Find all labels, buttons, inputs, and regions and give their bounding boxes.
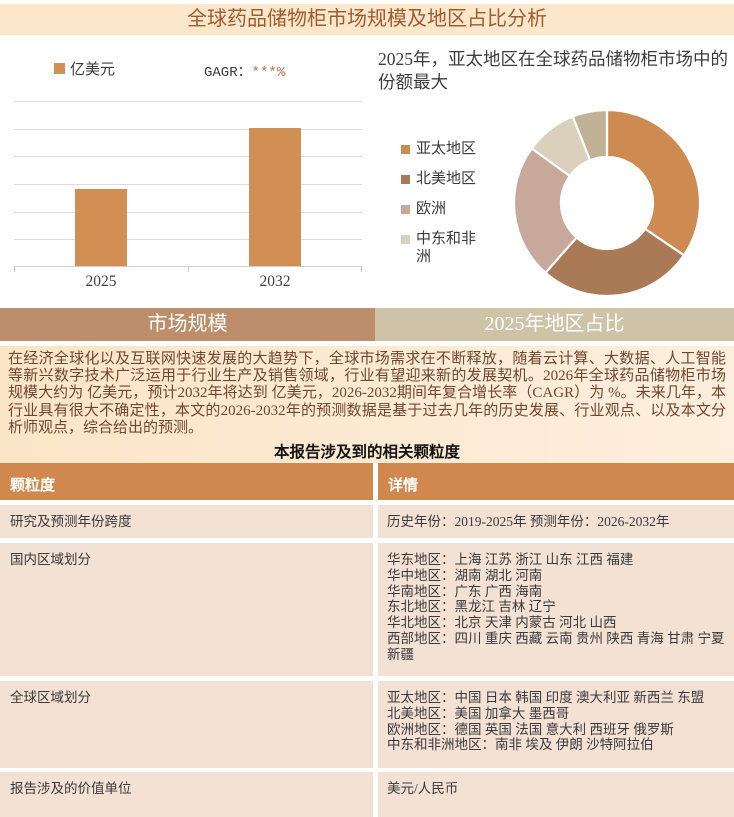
pie-legend-swatch-icon — [401, 205, 410, 214]
row-detail-line: 华南地区：广东 广西 海南 — [387, 583, 543, 599]
tab-market-size[interactable]: 市场规模 — [0, 308, 375, 341]
gridline — [14, 184, 362, 185]
bar-2032 — [249, 128, 301, 266]
donut-slice-欧洲 — [512, 146, 579, 275]
gridline — [14, 156, 362, 157]
row-detail-line: 东北地区：黑龙江 吉林 辽宁 — [387, 599, 556, 615]
x-axis-tick — [188, 267, 189, 272]
cagr-label: GAGR： — [204, 65, 252, 81]
row-detail: 亚太地区：中国 日本 韩国 印度 澳大利亚 新西兰 东盟 北美地区：美国 加拿大 … — [378, 681, 734, 768]
description-block: 在经济全球化以及互联网快速发展的大趋势下，全球市场需求在不断释放，随着云计算、大… — [0, 346, 734, 463]
cagr-value: ***% — [251, 65, 286, 81]
row-detail-line: 华东地区：上海 江苏 浙江 山东 江西 福建 — [387, 552, 634, 567]
pie-legend-swatch-icon — [401, 175, 410, 184]
row-label: 国内区域划分 — [0, 543, 373, 676]
table-row: 研究及预测年份跨度 历史年份：2019-2025年 预测年份：2026-2032年 — [0, 505, 734, 538]
bar-chart-section: 亿美元 GAGR：***% 2025 2032 — [0, 40, 375, 308]
table-header-granularity: 颗粒度 — [0, 463, 373, 500]
gridline — [14, 239, 362, 240]
gridline — [14, 212, 362, 213]
gridline — [14, 129, 362, 130]
granularity-heading: 本报告涉及到的相关颗粒度 — [273, 444, 460, 462]
bar-chart-legend: 亿美元 — [54, 60, 116, 78]
row-detail: 美元/人民币 — [378, 772, 734, 817]
x-axis-label: 2025 — [85, 273, 117, 290]
row-detail-line: 中东和非洲地区：南非 埃及 伊朗 沙特阿拉伯 — [387, 737, 654, 753]
donut-slice-other — [571, 108, 609, 162]
pie-legend-swatch-icon — [401, 235, 410, 244]
row-label: 研究及预测年份跨度 — [0, 505, 373, 538]
table-body: 研究及预测年份跨度 历史年份：2019-2025年 预测年份：2026-2032年… — [0, 505, 734, 817]
pie-legend-item: 中东和非洲 — [401, 230, 478, 266]
row-label: 全球区域划分 — [0, 681, 373, 768]
bar-2025 — [75, 189, 127, 266]
pie-legend-label: 欧洲 — [416, 201, 447, 217]
pie-legend-swatch-icon — [401, 145, 410, 154]
donut-chart — [512, 108, 702, 298]
row-detail-line: 华中地区：湖南 湖北 河南 — [387, 567, 543, 583]
row-detail-line: 北美地区：美国 加拿大 墨西哥 — [387, 705, 570, 721]
page-title: 全球药品储物柜市场规模及地区占比分析 — [0, 4, 734, 35]
pie-legend-label: 亚太地区 — [416, 141, 477, 157]
pie-legend-item: 亚太地区 — [401, 140, 478, 158]
row-label: 报告涉及的价值单位 — [0, 772, 373, 817]
description-paragraph: 在经济全球化以及互联网快速发展的大趋势下，全球市场需求在不断释放，随着云计算、大… — [8, 351, 726, 436]
table-header-detail: 详情 — [378, 463, 734, 500]
row-detail-line: 历史年份：2019-2025年 预测年份：2026-2032年 — [387, 514, 670, 529]
pie-chart-title: 2025年，亚太地区在全球药品储物柜市场中的份额最大 — [378, 49, 728, 92]
bar-legend-label: 亿美元 — [70, 61, 116, 78]
table-row: 全球区域划分 亚太地区：中国 日本 韩国 印度 澳大利亚 新西兰 东盟 北美地区：美… — [0, 681, 734, 768]
row-detail-line: 欧洲地区：德国 英国 法国 意大利 西班牙 俄罗斯 — [387, 721, 674, 737]
row-detail: 华东地区：上海 江苏 浙江 山东 江西 福建 华中地区：湖南 湖北 河南 华南地区：… — [378, 543, 734, 676]
pie-chart-legend: 亚太地区北美地区欧洲中东和非洲 — [401, 140, 478, 266]
row-detail-line: 西部地区：四川 重庆 西藏 云南 贵州 陕西 青海 甘肃 宁夏 新疆 — [387, 630, 725, 662]
x-axis-label: 2032 — [259, 273, 291, 290]
x-axis-line — [14, 266, 362, 267]
row-detail-line: 华北地区：北京 天津 内蒙古 河北 山西 — [387, 615, 617, 631]
pie-legend-label: 北美地区 — [416, 171, 477, 187]
row-detail-line: 亚太地区：中国 日本 韩国 印度 澳大利亚 新西兰 东盟 — [387, 690, 705, 705]
row-detail-line: 美元/人民币 — [387, 781, 459, 796]
legend-swatch-icon — [54, 62, 65, 74]
pie-legend-label: 中东和非洲 — [416, 231, 477, 265]
donut-slice-亚太地区 — [605, 108, 702, 257]
pie-legend-item: 北美地区 — [401, 170, 478, 188]
table-row: 国内区域划分 华东地区：上海 江苏 浙江 山东 江西 福建 华中地区：湖南 湖北 河… — [0, 543, 734, 676]
x-axis-tick — [14, 267, 15, 272]
bar-chart-plot — [14, 101, 362, 272]
table-row: 报告涉及的价值单位 美元/人民币 — [0, 772, 734, 817]
tab-region-share[interactable]: 2025年地区占比 — [375, 308, 734, 341]
cagr-annotation: GAGR：***% — [204, 61, 285, 81]
pie-legend-item: 欧洲 — [401, 200, 478, 218]
pie-chart-section: 2025年，亚太地区在全球药品储物柜市场中的份额最大 亚太地区北美地区欧洲中东和… — [375, 40, 734, 308]
row-detail: 历史年份：2019-2025年 预测年份：2026-2032年 — [378, 505, 734, 538]
x-axis-tick — [361, 267, 362, 272]
gridline — [14, 101, 362, 102]
donut-slice-北美地区 — [543, 227, 686, 298]
